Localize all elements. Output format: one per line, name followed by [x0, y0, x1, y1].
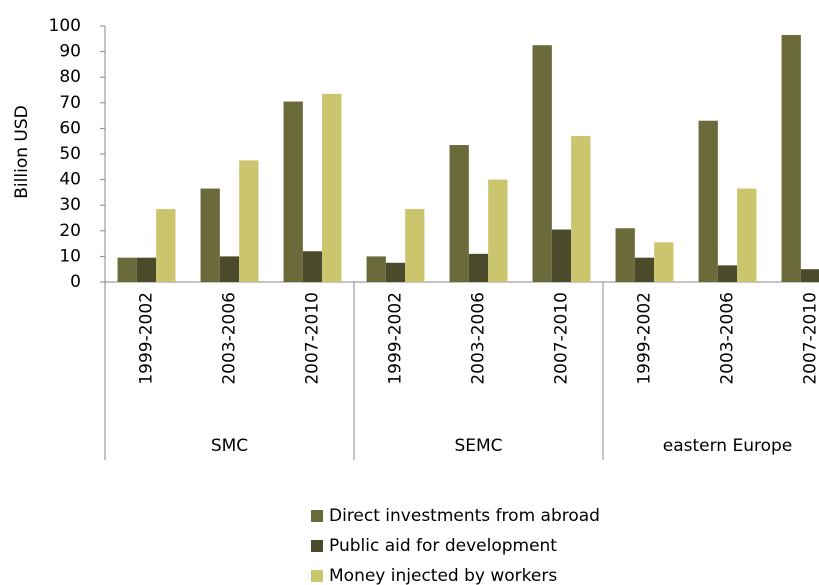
- x-tick-label: 1999-2002: [635, 292, 655, 385]
- x-tick-label: 2003-2006: [469, 292, 489, 385]
- bar: [615, 228, 635, 282]
- x-tick-label: 2007-2010: [801, 292, 819, 385]
- y-tick-label: 100: [49, 16, 81, 36]
- group-label: SMC: [211, 436, 248, 456]
- bar: [283, 101, 303, 283]
- bar: [366, 256, 386, 282]
- x-tick-label: 1999-2002: [137, 292, 157, 385]
- bar: [322, 93, 342, 282]
- bar: [302, 251, 323, 282]
- x-tick-label: 2007-2010: [303, 292, 323, 385]
- bar: [449, 145, 469, 282]
- bar: [532, 45, 552, 283]
- bar: [717, 265, 738, 282]
- x-tick-label: 1999-2002: [386, 292, 406, 385]
- y-tick-label: 90: [59, 42, 81, 62]
- bar: [405, 209, 425, 282]
- bar: [219, 256, 240, 282]
- bar: [385, 262, 406, 282]
- bar: [781, 34, 801, 283]
- y-tick-label: 50: [59, 144, 81, 164]
- group-label: eastern Europe: [663, 436, 793, 456]
- bar: [800, 269, 819, 282]
- legend-swatch: [311, 570, 323, 582]
- bar: [200, 188, 220, 282]
- y-tick-label: 20: [59, 221, 81, 241]
- bar: [117, 257, 137, 282]
- x-tick-label: 2007-2010: [552, 292, 572, 385]
- x-tick-label: 2003-2006: [220, 292, 240, 385]
- y-tick-label: 0: [70, 272, 81, 292]
- legend-label: Public aid for development: [329, 536, 557, 556]
- legend-label: Direct investments from abroad: [329, 506, 600, 526]
- group-label: SEMC: [454, 436, 502, 456]
- x-tick-label: 2003-2006: [718, 292, 738, 385]
- y-axis-label: Billion USD: [12, 105, 32, 198]
- bar: [571, 136, 591, 282]
- y-tick-label: 40: [59, 170, 81, 190]
- bar: [239, 160, 259, 282]
- y-tick-label: 70: [59, 93, 81, 113]
- legend-swatch: [311, 540, 323, 552]
- bar: [156, 209, 176, 282]
- y-tick-label: 10: [59, 246, 81, 266]
- bar: [488, 179, 508, 282]
- bar: [737, 188, 757, 282]
- bar: [551, 229, 572, 282]
- bar: [654, 242, 674, 282]
- legend-swatch: [311, 510, 323, 522]
- bar: [136, 257, 157, 282]
- y-tick-label: 30: [59, 195, 81, 215]
- y-tick-label: 60: [59, 118, 81, 138]
- bar: [698, 120, 718, 282]
- y-tick-label: 80: [59, 67, 81, 87]
- bar: [468, 253, 489, 282]
- legend-label: Money injected by workers: [329, 566, 557, 585]
- bar: [634, 257, 655, 282]
